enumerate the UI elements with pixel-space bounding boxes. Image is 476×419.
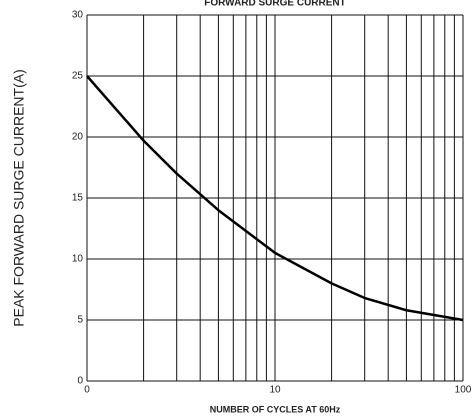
y-tick-label: 15 [72,193,84,204]
y-tick-label: 0 [77,376,83,387]
y-tick-label: 30 [72,10,84,21]
y-tick-label: 10 [72,254,84,265]
x-tick-label: 100 [455,385,472,396]
chart-title: FORWARD SURGE CURRENT [204,0,345,9]
y-tick-label: 20 [72,132,84,143]
curve [86,75,464,322]
y-tick-label: 5 [77,315,83,326]
x-axis-label: NUMBER OF CYCLES AT 60Hz [210,404,341,414]
y-tick-label: 25 [72,71,84,82]
x-tick-label: 0 [84,385,90,396]
x-tick-label: 10 [269,385,281,396]
y-axis-label: PEAK FORWARD SURGE CURRENT(A) [11,69,27,326]
